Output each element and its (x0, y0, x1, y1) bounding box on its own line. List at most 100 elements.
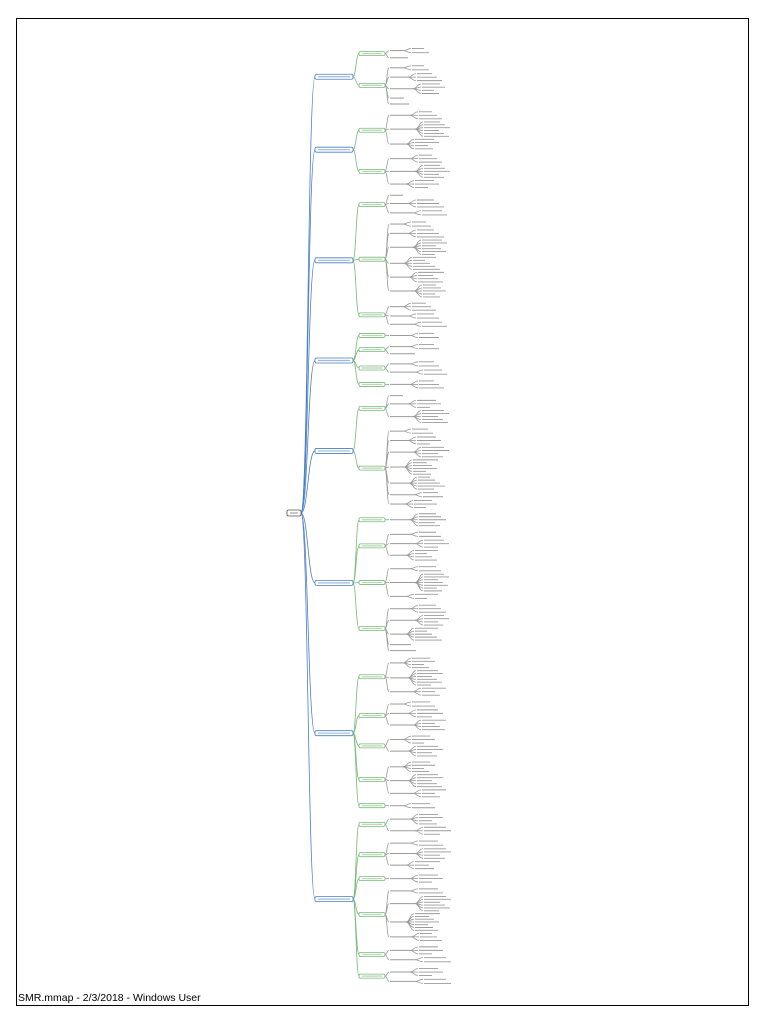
leaf-child-connector (412, 323, 422, 327)
leaf-child-connector (412, 212, 422, 216)
leaf-child-connector (408, 482, 418, 490)
leaf-child-connector (402, 223, 412, 227)
sub-leaf-connector (384, 367, 390, 373)
footer-text: SMR.mmap - 2/3/2018 - Windows User (18, 992, 201, 1004)
root-branch-connector (300, 512, 316, 584)
sub-leaf-connector (384, 467, 390, 505)
leaf-child-connector (407, 712, 417, 718)
sub-leaf-connector (384, 715, 390, 726)
leaf-child-connector (407, 750, 417, 757)
leaf-child-connector (412, 451, 422, 458)
leaf-child-connector (414, 959, 424, 963)
leaf-child-connector (405, 180, 415, 185)
leaf-child-connector (409, 363, 419, 367)
sub-leaf-connector (384, 766, 390, 780)
leaf-child-connector (409, 533, 419, 537)
sub-leaf-connector (384, 451, 390, 469)
leaf-child-connector (409, 890, 419, 894)
leaf-child-connector (409, 519, 419, 527)
leaf-child-connector (402, 67, 412, 71)
leaf-child-connector (402, 430, 412, 434)
leaf-child-connector (407, 436, 417, 441)
leaf-child-connector (405, 864, 415, 870)
leaf-child-connector (412, 691, 422, 696)
leaf-child-connector (402, 302, 412, 308)
leaf-child-connector (409, 335, 419, 338)
sub-leaf-connector (384, 662, 390, 678)
root-branch-connector (300, 512, 316, 900)
leaf-child-connector (405, 595, 415, 599)
leaf-child-connector (407, 203, 417, 208)
leaf-child-connector (414, 826, 424, 832)
sub-leaf-connector (384, 158, 390, 172)
sub-leaf-connector (384, 363, 390, 369)
branch-sub-connector (352, 53, 360, 78)
branch-sub-connector (352, 732, 360, 747)
leaf-child-connector (414, 543, 424, 548)
sub-leaf-connector (384, 258, 390, 292)
branch-sub-connector (352, 854, 360, 900)
leaf-child-connector (414, 539, 424, 545)
leaf-child-connector (409, 949, 419, 955)
sub-leaf-connector (384, 582, 390, 597)
sub-leaf-connector (384, 628, 390, 651)
leaf-child-connector (410, 936, 420, 941)
leaf-child-connector (409, 878, 419, 883)
leaf-child-connector (409, 968, 419, 973)
branch-sub-connector (352, 335, 360, 361)
leaf-child-connector (410, 933, 420, 938)
branch-sub-connector (352, 360, 360, 385)
leaf-child-connector (414, 128, 424, 137)
leaf-child-connector (409, 874, 419, 879)
sub-leaf-connector (384, 971, 390, 977)
sub-leaf-connector (384, 306, 390, 316)
sub-leaf-connector (384, 84, 390, 105)
sub-leaf-connector (384, 676, 390, 693)
branch-sub-connector (352, 407, 360, 452)
leaf-child-connector (404, 503, 414, 508)
leaf-child-connector (409, 111, 419, 116)
leaf-child-connector (409, 380, 419, 385)
leaf-child-connector (407, 677, 417, 686)
branch-sub-connector (352, 582, 360, 629)
leaf-child-connector (403, 466, 413, 475)
leaf-child-connector (402, 50, 412, 54)
leaf-child-connector (402, 739, 412, 744)
leaf-child-connector (409, 608, 419, 613)
sub-leaf-connector (384, 349, 390, 355)
leaf-child-connector (409, 568, 419, 572)
leaf-child-connector (407, 315, 417, 319)
leaf-child-connector (414, 903, 424, 912)
root-branch-connector (300, 149, 316, 514)
leaf-child-connector (407, 229, 417, 234)
branch-sub-connector (352, 149, 360, 172)
leaf-child-connector (409, 154, 419, 160)
root-branch-connector (300, 360, 316, 514)
leaf-child-connector (412, 88, 422, 94)
sub-leaf-connector (384, 403, 390, 409)
leaf-child-connector (404, 500, 414, 505)
leaf-child-connector (405, 554, 415, 561)
sub-leaf-connector (384, 949, 390, 955)
leaf-child-connector (402, 766, 412, 772)
sub-leaf-connector (384, 842, 390, 856)
sub-leaf-connector (384, 745, 390, 752)
leaf-child-connector (409, 818, 419, 825)
leaf-child-connector (407, 440, 417, 445)
leaf-child-connector (412, 687, 422, 693)
sub-leaf-connector (384, 545, 390, 556)
leaf-child-connector (413, 290, 423, 298)
branch-sub-connector (352, 732, 360, 807)
leaf-child-connector (407, 780, 417, 788)
sub-leaf-connector (384, 779, 390, 794)
branch-sub-connector (352, 259, 360, 316)
leaf-child-connector (402, 703, 412, 707)
sub-leaf-connector (384, 170, 390, 185)
root-branch-connector (300, 512, 316, 734)
sub-leaf-connector (384, 314, 390, 325)
leaf-child-connector (402, 805, 412, 809)
leaf-child-connector (402, 306, 412, 311)
branch-sub-connector (352, 204, 360, 261)
branch-sub-connector (352, 258, 360, 261)
leaf-child-connector (407, 403, 417, 408)
